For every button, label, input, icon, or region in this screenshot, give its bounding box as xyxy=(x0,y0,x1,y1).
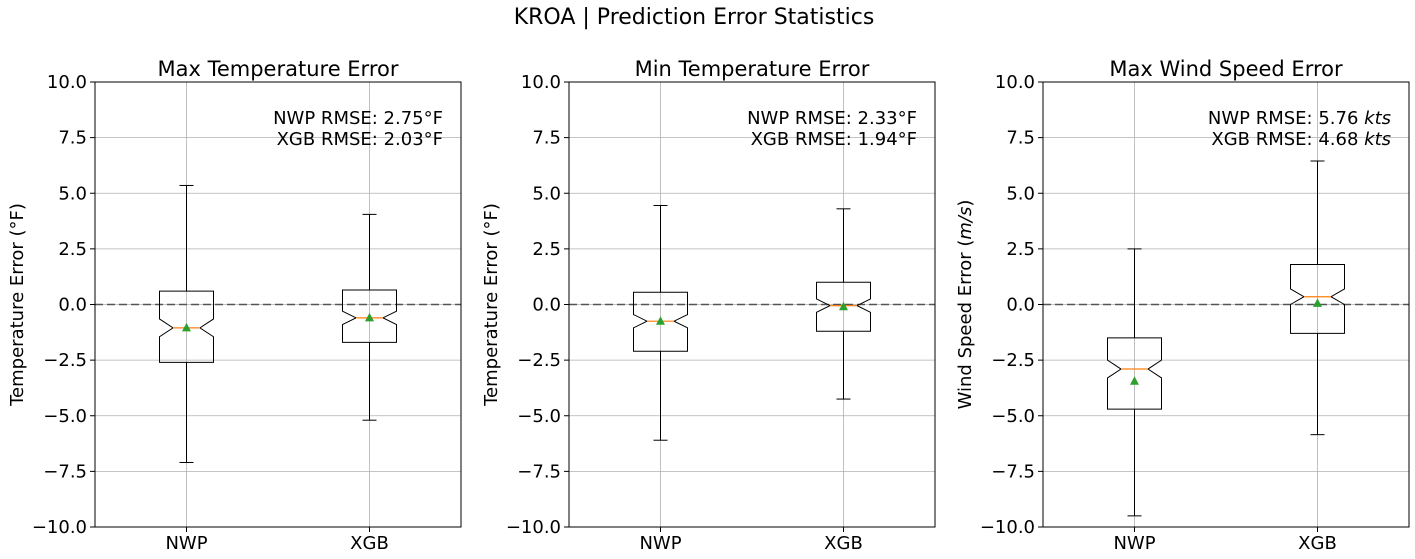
rmse-text: XGB RMSE: 4.68 xyxy=(1211,129,1364,150)
y-tick-label: −5.0 xyxy=(991,406,1035,427)
y-tick-label: −10.0 xyxy=(32,517,87,538)
y-tick-label: −10.0 xyxy=(980,517,1035,538)
mean-marker xyxy=(1130,376,1139,385)
box-nwp xyxy=(1107,248,1162,517)
y-tick-label: 2.5 xyxy=(58,239,87,260)
rmse-unit: kts xyxy=(1364,108,1391,129)
notched-box xyxy=(633,291,688,352)
y-tick-label: −7.5 xyxy=(43,461,87,482)
y-tick-label: 5.0 xyxy=(58,183,87,204)
box-xgb xyxy=(1290,160,1345,436)
y-tick-label: 7.5 xyxy=(58,128,87,149)
y-axis-label-unit: m/s xyxy=(955,207,976,240)
chart-panel-2: −10.0 −7.5 −5.0 −2.5 0.0 2.5 5.0 7.5 10.0 NWP XGB M… xyxy=(481,57,936,554)
notched-box xyxy=(1290,263,1345,334)
notched-box xyxy=(1107,337,1162,410)
chart-title: Min Temperature Error xyxy=(635,57,870,81)
y-tick-label: 10.0 xyxy=(47,72,87,93)
rmse-annotation-line: NWP RMSE: 2.75°F xyxy=(273,108,443,129)
y-tick-label: 5.0 xyxy=(532,183,561,204)
notched-box xyxy=(159,290,214,363)
y-axis-label-part: ) xyxy=(955,200,976,207)
y-tick-label: −5.0 xyxy=(43,406,87,427)
box-nwp xyxy=(159,184,214,463)
y-tick-label: 10.0 xyxy=(521,72,561,93)
y-axis-label: Temperature Error (°F) xyxy=(481,203,502,407)
y-tick-label: 10.0 xyxy=(995,72,1035,93)
chart-panel-3: −10.0 −7.5 −5.0 −2.5 0.0 2.5 5.0 7.5 10.0 NWP XGB M… xyxy=(955,57,1410,554)
x-tick-label: XGB xyxy=(824,533,863,554)
y-tick-label: −2.5 xyxy=(991,350,1035,371)
y-tick-label: 2.5 xyxy=(532,239,561,260)
y-axis-label: Temperature Error (°F) xyxy=(7,203,28,407)
chart-panels: −10.0 −7.5 −5.0 −2.5 0.0 2.5 5.0 7.5 10.0 NWP XGB M… xyxy=(7,57,1410,554)
y-tick-label: 0.0 xyxy=(1006,295,1035,316)
x-tick-label: NWP xyxy=(1113,533,1155,554)
y-axis-label-part: Wind Speed Error ( xyxy=(955,240,976,410)
rmse-annotation-line: NWP RMSE: 2.33°F xyxy=(747,108,917,129)
y-tick-label: 7.5 xyxy=(532,128,561,149)
box-nwp xyxy=(633,204,688,441)
figure-suptitle: KROA | Prediction Error Statistics xyxy=(514,5,875,30)
mean-marker xyxy=(182,322,191,332)
rmse-annotation-line: XGB RMSE: 4.68 kts xyxy=(1211,129,1391,150)
y-tick-label: −5.0 xyxy=(517,406,561,427)
box-xgb xyxy=(342,213,397,421)
x-tick-label: XGB xyxy=(350,533,389,554)
x-tick-label: NWP xyxy=(165,533,207,554)
chart-panel-1: −10.0 −7.5 −5.0 −2.5 0.0 2.5 5.0 7.5 10.0 NWP XGB M… xyxy=(7,57,462,554)
x-tick-label: NWP xyxy=(639,533,681,554)
chart-title: Max Wind Speed Error xyxy=(1109,57,1343,81)
y-tick-label: 5.0 xyxy=(1006,183,1035,204)
x-tick-label: XGB xyxy=(1298,533,1337,554)
y-tick-label: −10.0 xyxy=(506,517,561,538)
y-axis-label: Wind Speed Error (m/s) xyxy=(955,200,976,410)
y-tick-label: −7.5 xyxy=(991,461,1035,482)
mean-marker xyxy=(1313,298,1322,307)
chart-title: Max Temperature Error xyxy=(158,57,399,81)
y-tick-label: −2.5 xyxy=(517,350,561,371)
y-tick-label: 0.0 xyxy=(58,295,87,316)
y-tick-label: 2.5 xyxy=(1006,239,1035,260)
mean-marker xyxy=(365,312,374,322)
mean-marker xyxy=(656,316,665,325)
rmse-text: NWP RMSE: 5.76 xyxy=(1208,108,1364,129)
rmse-unit: kts xyxy=(1364,129,1391,150)
rmse-annotation-line: XGB RMSE: 2.03°F xyxy=(277,129,443,150)
notched-box xyxy=(342,289,397,343)
y-tick-label: −7.5 xyxy=(517,461,561,482)
mean-marker xyxy=(839,301,848,311)
rmse-annotation-line: XGB RMSE: 1.94°F xyxy=(751,129,917,150)
y-tick-label: −2.5 xyxy=(43,350,87,371)
y-tick-label: 7.5 xyxy=(1006,128,1035,149)
y-tick-label: 0.0 xyxy=(532,295,561,316)
box-xgb xyxy=(816,208,871,400)
notched-box xyxy=(816,281,871,332)
rmse-annotation-line: NWP RMSE: 5.76 kts xyxy=(1208,108,1391,129)
